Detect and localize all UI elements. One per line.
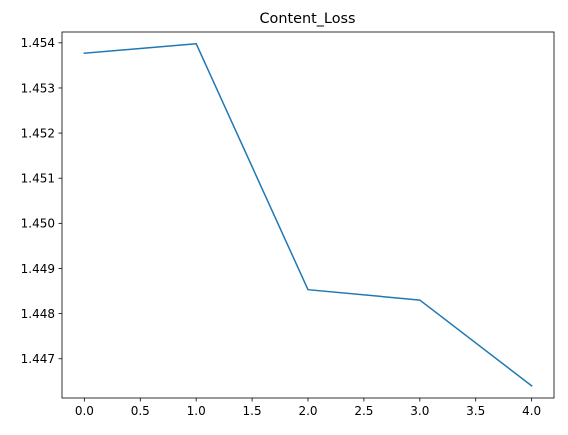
x-tick-label: 4.0 — [522, 404, 541, 418]
y-tick-label: 1.449 — [21, 262, 55, 276]
y-axis: 1.447 1.448 1.449 1.450 1.451 1.452 1.453 1.454 — [21, 36, 62, 366]
y-tick-label: 1.454 — [21, 36, 55, 50]
y-tick-label: 1.452 — [21, 126, 55, 140]
series-line-0 — [83, 42, 533, 387]
x-tick-label: 2.0 — [298, 404, 317, 418]
x-tick-label: 3.5 — [466, 404, 485, 418]
y-tick-label: 1.450 — [21, 217, 55, 231]
x-tick-label: 0.5 — [131, 404, 150, 418]
x-axis: 0.0 0.5 1.0 1.5 2.0 2.5 3.0 3.5 4.0 — [75, 398, 541, 418]
y-tick-label: 1.453 — [21, 81, 55, 95]
x-tick-label: 2.5 — [354, 404, 373, 418]
y-tick-label: 1.451 — [21, 172, 55, 186]
y-tick-label: 1.448 — [21, 307, 55, 321]
plot-area — [83, 42, 533, 387]
x-tick-label: 1.5 — [243, 404, 262, 418]
chart-title: Content_Loss — [260, 11, 356, 27]
x-tick-label: 1.0 — [187, 404, 206, 418]
y-tick-label: 1.447 — [21, 352, 55, 366]
x-tick-label: 3.0 — [410, 404, 429, 418]
x-tick-label: 0.0 — [75, 404, 94, 418]
plot-frame — [61, 31, 555, 399]
